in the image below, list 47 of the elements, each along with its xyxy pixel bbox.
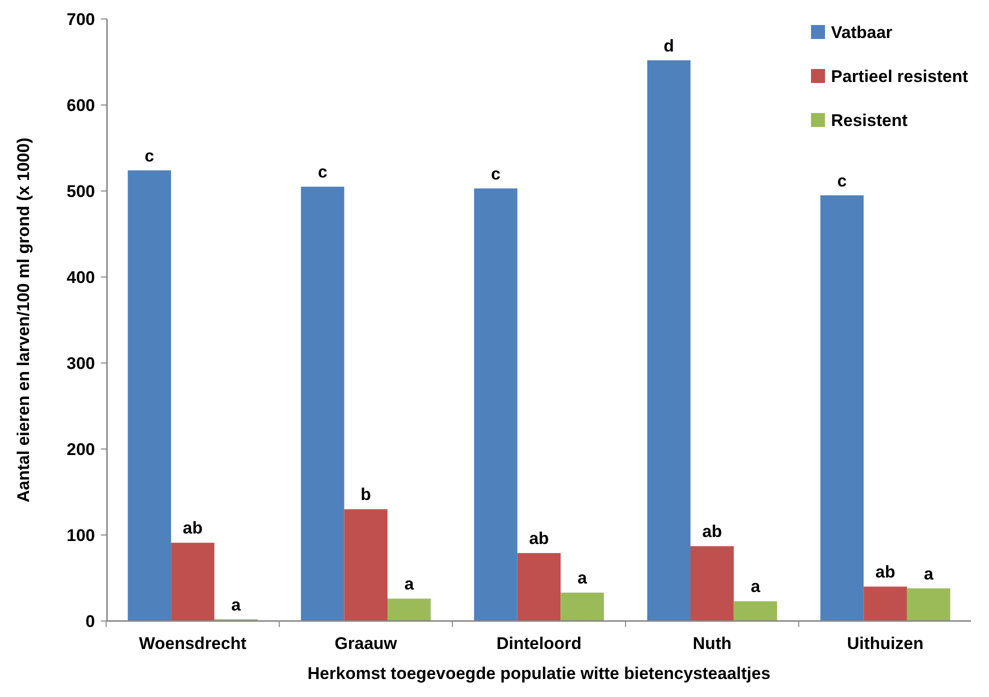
y-tick-label: 400 xyxy=(66,268,95,287)
x-axis-title: Herkomst toegevoegde populatie witte bietencysteaaltjes xyxy=(308,664,770,683)
data-label: ab xyxy=(529,529,549,548)
bar xyxy=(344,509,388,621)
legend-label: Resistent xyxy=(831,111,908,130)
y-tick-label: 600 xyxy=(66,96,95,115)
x-tick-label: Graauw xyxy=(334,634,398,653)
y-tick-label: 100 xyxy=(66,526,95,545)
bar xyxy=(474,188,518,621)
data-label: a xyxy=(750,577,761,596)
bar xyxy=(647,60,691,621)
y-tick-label: 0 xyxy=(86,612,95,631)
y-tick-label: 200 xyxy=(66,440,95,459)
bar xyxy=(864,586,907,621)
legend-label: Vatbaar xyxy=(831,23,893,42)
data-label: c xyxy=(144,146,154,166)
data-label: a xyxy=(924,564,934,584)
bar xyxy=(906,588,950,621)
data-label: ab xyxy=(182,518,203,538)
bar xyxy=(820,195,864,621)
y-tick-label: 700 xyxy=(66,10,95,29)
bar xyxy=(171,542,214,621)
bar xyxy=(690,546,734,621)
data-label: c xyxy=(490,164,500,184)
legend-label: Partieel resistent xyxy=(831,67,968,86)
data-label: b xyxy=(360,485,372,504)
y-tick-label: 500 xyxy=(66,182,95,201)
bar xyxy=(300,186,344,621)
x-tick-label: Dinteloord xyxy=(496,634,582,653)
x-tick-label: Woensdrecht xyxy=(139,634,247,653)
bar xyxy=(560,592,604,621)
data-label: a xyxy=(231,595,242,614)
data-label: d xyxy=(664,36,674,56)
data-label: ab xyxy=(875,562,896,582)
y-tick-label: 300 xyxy=(66,354,95,373)
bar xyxy=(517,553,561,621)
data-label: ab xyxy=(702,522,722,542)
x-tick-label: Nuth xyxy=(692,634,732,653)
x-tick-label: Uithuizen xyxy=(847,634,924,653)
data-label: c xyxy=(837,171,847,190)
data-label: c xyxy=(318,162,328,182)
bar xyxy=(128,170,172,621)
bar xyxy=(387,598,431,621)
y-axis-title: Aantal eieren en larven/100 ml grond (x 1000) xyxy=(14,138,33,502)
data-label: a xyxy=(578,568,588,588)
bar xyxy=(734,601,778,621)
data-label: a xyxy=(404,574,414,594)
